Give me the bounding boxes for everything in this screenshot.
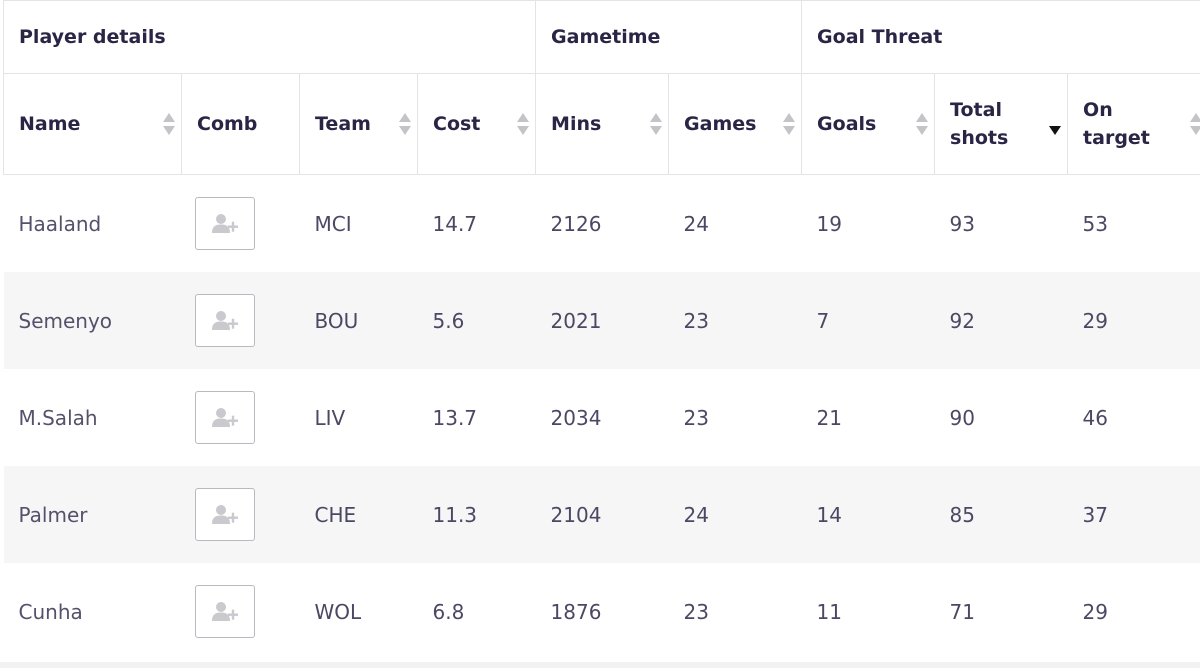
sort-descending-icon[interactable] bbox=[1049, 112, 1062, 136]
cost-cell: 11.3 bbox=[417, 466, 536, 563]
column-header-label: Mins bbox=[551, 113, 602, 135]
goals-cell: 7 bbox=[801, 272, 935, 369]
games-cell: 23 bbox=[668, 272, 802, 369]
games-cell: 24 bbox=[668, 466, 802, 563]
games-cell: 23 bbox=[683, 405, 709, 430]
cost-cell: 6.8 bbox=[432, 599, 465, 624]
table-row: Semenyo BOU 5.6 2021 23 7 bbox=[3, 272, 1200, 369]
column-header-label: Comb bbox=[197, 113, 258, 135]
add-user-icon bbox=[211, 407, 238, 427]
player-name[interactable]: Cunha bbox=[18, 599, 83, 624]
sort-icon[interactable] bbox=[163, 112, 175, 136]
column-header-games[interactable]: Games bbox=[668, 73, 803, 175]
total-shots-cell: 90 bbox=[949, 405, 975, 430]
goals-cell: 14 bbox=[801, 466, 935, 563]
column-header-cost[interactable]: Cost bbox=[416, 73, 537, 175]
group-header-goal-threat: Goal Threat bbox=[801, 0, 1200, 74]
column-header-label: Total shots bbox=[950, 96, 1008, 152]
column-header-label-line: On bbox=[1083, 99, 1113, 121]
column-header-total-shots[interactable]: Total shots bbox=[934, 73, 1069, 175]
mins-cell: 2021 bbox=[535, 272, 669, 369]
comb-cell bbox=[181, 272, 300, 369]
column-header-label-line: target bbox=[1083, 127, 1150, 149]
table-row: Haaland MCI 14.7 2126 24 19 bbox=[4, 175, 1200, 273]
sort-icon[interactable] bbox=[1190, 112, 1200, 136]
sort-icon[interactable] bbox=[783, 112, 796, 136]
cost-cell: 14.7 bbox=[432, 211, 478, 236]
games-cell: 23 bbox=[683, 599, 709, 624]
add-user-icon bbox=[211, 213, 238, 233]
group-header-row: Player details Gametime Goal Threat bbox=[2, 0, 1200, 74]
group-header-gametime: Gametime bbox=[535, 0, 803, 74]
column-header-on-target[interactable]: On target bbox=[1067, 73, 1200, 175]
column-header-name[interactable]: Name bbox=[3, 73, 182, 175]
goals-cell: 21 bbox=[816, 405, 842, 430]
column-header-label: Games bbox=[684, 113, 757, 135]
mins-cell: 2034 bbox=[550, 405, 602, 430]
table-row: M.Salah LIV 13.7 2034 23 21 bbox=[4, 369, 1200, 466]
column-header-label: Team bbox=[315, 113, 371, 135]
add-user-icon bbox=[211, 601, 238, 621]
column-header-label-line: Total bbox=[950, 99, 1002, 121]
total-shots-cell: 71 bbox=[949, 599, 975, 624]
mins-cell: 1876 bbox=[550, 599, 602, 624]
cost-cell: 5.6 bbox=[417, 272, 536, 369]
column-header-comb: Comb bbox=[181, 73, 300, 175]
comb-cell bbox=[182, 175, 300, 273]
total-shots-cell: 92 bbox=[934, 272, 1068, 369]
column-header-goals[interactable]: Goals bbox=[801, 73, 936, 175]
goals-cell: 19 bbox=[816, 211, 842, 236]
add-to-comparison-button[interactable] bbox=[194, 197, 255, 250]
on-target-cell: 29 bbox=[1082, 599, 1108, 624]
player-name[interactable]: Semenyo bbox=[3, 272, 182, 369]
mins-cell: 2104 bbox=[535, 466, 669, 563]
sort-icon[interactable] bbox=[650, 112, 663, 136]
comb-cell bbox=[182, 563, 300, 660]
games-cell: 24 bbox=[683, 211, 709, 236]
team-cell: WOL bbox=[314, 599, 362, 624]
on-target-cell: 53 bbox=[1082, 211, 1108, 236]
add-to-comparison-button[interactable] bbox=[194, 585, 255, 638]
table-row: Cunha WOL 6.8 1876 23 11 7 bbox=[4, 563, 1200, 660]
column-header-label: Cost bbox=[433, 113, 481, 135]
column-header-row: Name Comb Team Cost Mins bbox=[3, 73, 1200, 175]
add-user-icon bbox=[211, 504, 238, 524]
goals-cell: 11 bbox=[816, 599, 842, 624]
total-shots-cell: 85 bbox=[934, 466, 1068, 563]
add-to-comparison-button[interactable] bbox=[194, 488, 255, 541]
add-to-comparison-button[interactable] bbox=[194, 294, 255, 347]
on-target-cell: 46 bbox=[1082, 405, 1108, 430]
cost-cell: 13.7 bbox=[432, 405, 478, 430]
next-row-edge bbox=[0, 662, 1200, 668]
group-header-player-details: Player details bbox=[2, 0, 537, 74]
add-user-icon bbox=[211, 310, 238, 330]
sort-icon[interactable] bbox=[916, 112, 929, 136]
on-target-cell: 29 bbox=[1067, 272, 1200, 369]
add-to-comparison-button[interactable] bbox=[194, 391, 255, 444]
table-row: Palmer CHE 11.3 2104 24 14 bbox=[3, 466, 1200, 563]
team-cell: CHE bbox=[299, 466, 418, 563]
column-header-label: On target bbox=[1083, 96, 1150, 152]
team-cell: BOU bbox=[299, 272, 418, 369]
total-shots-cell: 93 bbox=[949, 211, 975, 236]
comb-cell bbox=[181, 466, 300, 563]
column-header-mins[interactable]: Mins bbox=[535, 73, 670, 175]
column-header-team[interactable]: Team bbox=[299, 73, 418, 175]
sort-icon[interactable] bbox=[517, 112, 530, 136]
player-name[interactable]: Haaland bbox=[18, 211, 102, 236]
comb-cell bbox=[182, 369, 300, 466]
player-name[interactable]: Palmer bbox=[3, 466, 182, 563]
column-header-label-line: shots bbox=[950, 127, 1009, 149]
mins-cell: 2126 bbox=[550, 211, 602, 236]
player-name[interactable]: M.Salah bbox=[18, 405, 98, 430]
team-cell: MCI bbox=[314, 211, 352, 236]
team-cell: LIV bbox=[314, 405, 346, 430]
column-header-label: Name bbox=[19, 113, 81, 135]
column-header-label: Goals bbox=[817, 113, 877, 135]
on-target-cell: 37 bbox=[1067, 466, 1200, 563]
sort-icon[interactable] bbox=[399, 112, 411, 136]
